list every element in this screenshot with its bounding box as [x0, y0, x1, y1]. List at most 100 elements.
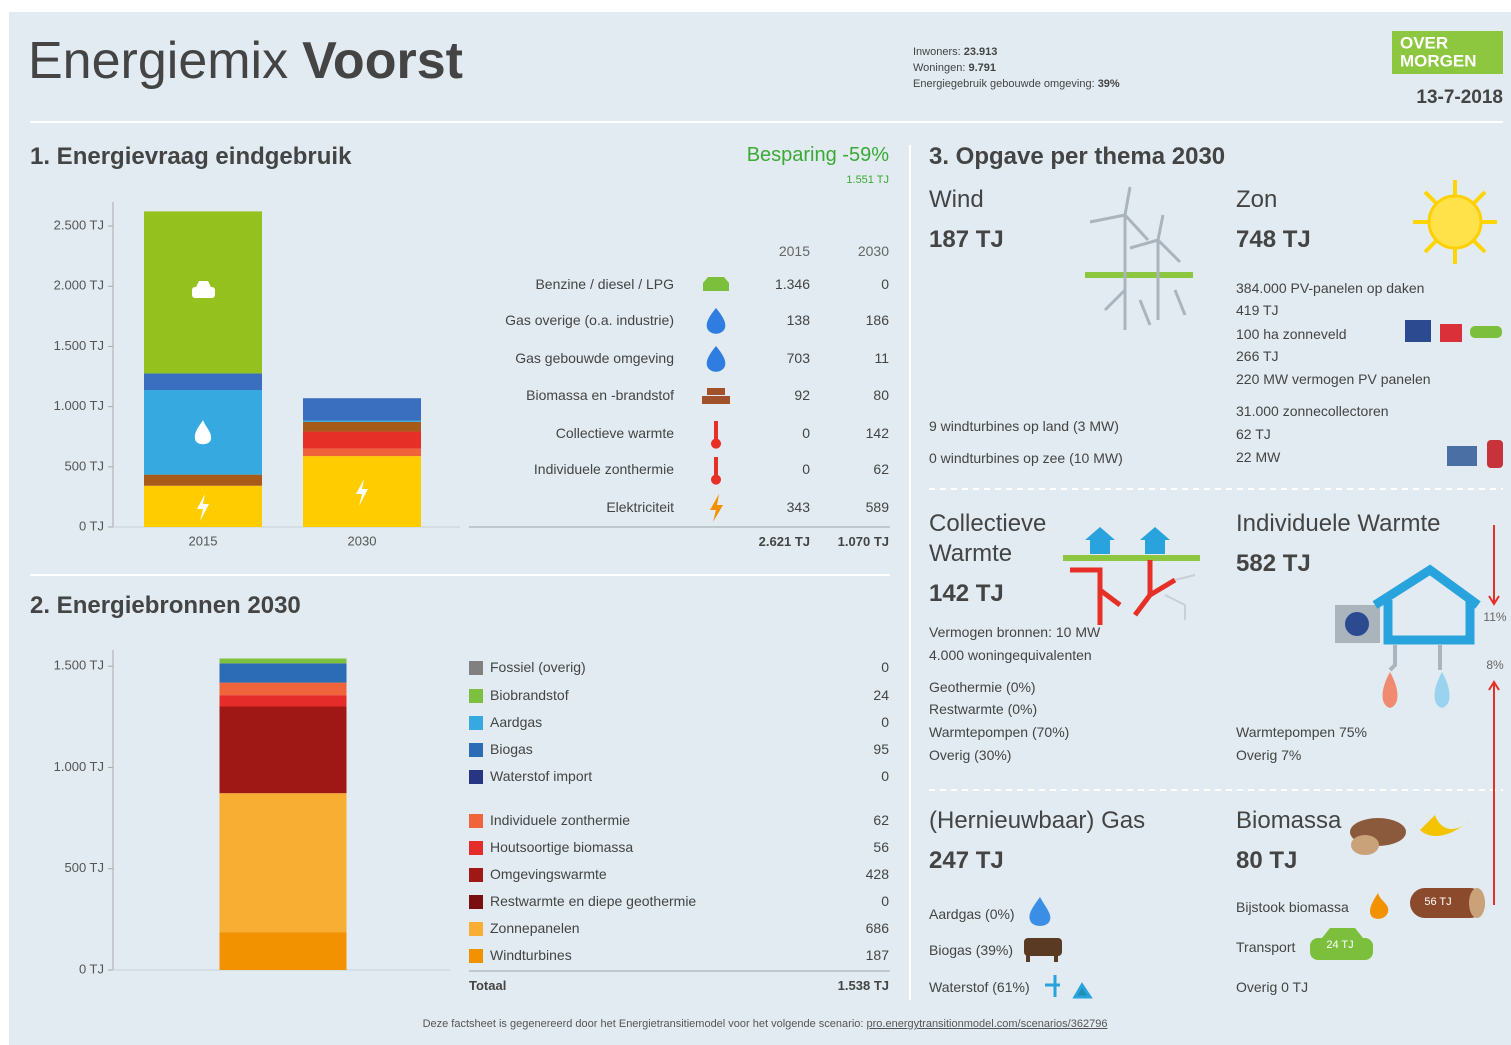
total-label: Totaal	[469, 978, 506, 994]
car-icon	[192, 287, 215, 298]
date: 13-7-2018	[1416, 87, 1503, 109]
legend-swatch	[469, 895, 483, 909]
legend-swatch	[469, 814, 483, 828]
footer-link[interactable]: pro.energytransitionmodel.com/scenarios/…	[867, 1018, 1108, 1030]
row-value: 703	[787, 350, 810, 368]
row-label: Elektriciteit	[606, 499, 674, 517]
theme-line: Biogas (39%)	[929, 942, 1013, 960]
theme-line: 100 ha zonneveld	[1236, 326, 1347, 344]
logo-text: OVER	[1400, 33, 1448, 52]
bar-segment	[220, 707, 347, 794]
row-icon	[707, 346, 726, 372]
roots	[1105, 290, 1185, 325]
row-value: 11	[874, 350, 889, 368]
legend-label: Aardgas	[490, 714, 542, 732]
theme-line: Aardgas (0%)	[929, 906, 1015, 924]
wind-icon	[1085, 187, 1193, 330]
bar-label: 56 TJ	[1338, 896, 1511, 910]
legend-swatch	[469, 841, 483, 855]
theme-title: Individuele Warmte	[1236, 509, 1441, 539]
row-icon	[710, 494, 723, 522]
bar-segment	[220, 793, 347, 932]
theme-line: Waterstof (61%)	[929, 979, 1030, 997]
y-tick-label: 1.000 TJ	[54, 759, 104, 774]
theme-line: 4.000 woningequivalenten	[929, 647, 1092, 665]
theme-total: 142 TJ	[929, 579, 1004, 609]
y-tick-label: 500 TJ	[64, 860, 104, 875]
title-bold: Voorst	[302, 32, 463, 90]
theme-line: 9 windturbines op land (3 MW)	[929, 418, 1119, 436]
turbine	[1090, 187, 1148, 240]
row-label: Gas overige (o.a. industrie)	[505, 312, 674, 330]
savings-tj: 1.551 TJ	[846, 174, 889, 188]
section-title: 1. Energievraag eindgebruik	[30, 142, 351, 172]
row-icon	[703, 277, 729, 291]
turbine	[1130, 215, 1180, 262]
stat-value: 39%	[1098, 78, 1120, 90]
bar-segment	[144, 373, 262, 390]
theme-line: 22 MW	[1236, 449, 1280, 467]
theme-title: Wind	[929, 185, 984, 215]
section-title: 2. Energiebronnen 2030	[30, 591, 301, 621]
theme-total: 582 TJ	[1236, 549, 1311, 579]
theme-line: 419 TJ	[1236, 302, 1279, 320]
bar-segment	[220, 663, 347, 682]
bar-segment	[303, 422, 421, 432]
theme-line: 384.000 PV-panelen op daken	[1236, 280, 1424, 298]
legend-swatch	[469, 770, 483, 784]
total: 2.621 TJ	[759, 534, 810, 550]
row-value: 142	[866, 425, 889, 443]
stat: Woningen: 9.791	[913, 60, 1120, 76]
theme-line: Geothermie (0%)	[929, 679, 1036, 697]
x-tick-label: 2030	[348, 533, 377, 548]
theme-line: 266 TJ	[1236, 348, 1279, 366]
bar-segment	[303, 421, 421, 422]
bar-segment	[220, 659, 347, 664]
row-value: 138	[787, 312, 810, 330]
theme-title: Zon	[1236, 185, 1277, 215]
theme-line: Restwarmte (0%)	[929, 701, 1037, 719]
row-label: Benzine / diesel / LPG	[535, 276, 674, 294]
title-light: Energiemix	[28, 32, 288, 90]
legend-value: 0	[881, 714, 889, 732]
bar-segment	[303, 449, 421, 456]
bar-segment	[220, 695, 347, 706]
section-title: 3. Opgave per thema 2030	[929, 142, 1225, 172]
theme-line: Warmtepompen (70%)	[929, 724, 1069, 742]
bar-label: 24 TJ	[1240, 939, 1440, 953]
stat-label: Inwoners:	[913, 46, 961, 58]
footer-text: Deze factsheet is gegenereerd door het E…	[423, 1018, 864, 1030]
theme-title: (Hernieuwbaar) Gas	[929, 806, 1145, 836]
theme-line: Overig 7%	[1236, 747, 1301, 765]
theme-total: 748 TJ	[1236, 225, 1311, 255]
column-header: 2015	[779, 243, 810, 261]
theme-line: Vermogen bronnen: 10 MW	[929, 624, 1100, 642]
legend-swatch	[469, 922, 483, 936]
stat-value: 9.791	[968, 62, 996, 74]
legend-value: 0	[881, 659, 889, 677]
legend-label: Fossiel (overig)	[490, 659, 586, 677]
bar-segment	[303, 432, 421, 449]
gas-icons	[1024, 897, 1090, 997]
theme-total: 247 TJ	[929, 846, 1004, 876]
arrow-label: 8%	[1395, 658, 1511, 673]
theme-total: 187 TJ	[929, 225, 1004, 255]
bar-segment	[220, 683, 347, 696]
legend-swatch	[469, 868, 483, 882]
row-value: 0	[802, 425, 810, 443]
page-title: EnergiemixVoorst	[28, 30, 463, 92]
legend-label: Biogas	[490, 741, 533, 759]
total: 1.538 TJ	[838, 978, 889, 994]
y-tick-label: 1.500 TJ	[54, 338, 104, 353]
theme-line: Overig (30%)	[929, 747, 1011, 765]
legend-value: 187	[866, 947, 889, 965]
legend-value: 0	[881, 768, 889, 786]
legend-value: 62	[873, 812, 889, 830]
bar-segment	[303, 398, 421, 420]
y-tick-label: 500 TJ	[64, 458, 104, 473]
theme-line: 0 windturbines op zee (10 MW)	[929, 450, 1123, 468]
stats: Inwoners: 23.913 Woningen: 9.791 Energie…	[913, 44, 1120, 92]
logo-text: MORGEN	[1400, 51, 1477, 70]
legend-swatch	[469, 661, 483, 675]
column-header: 2030	[858, 243, 889, 261]
